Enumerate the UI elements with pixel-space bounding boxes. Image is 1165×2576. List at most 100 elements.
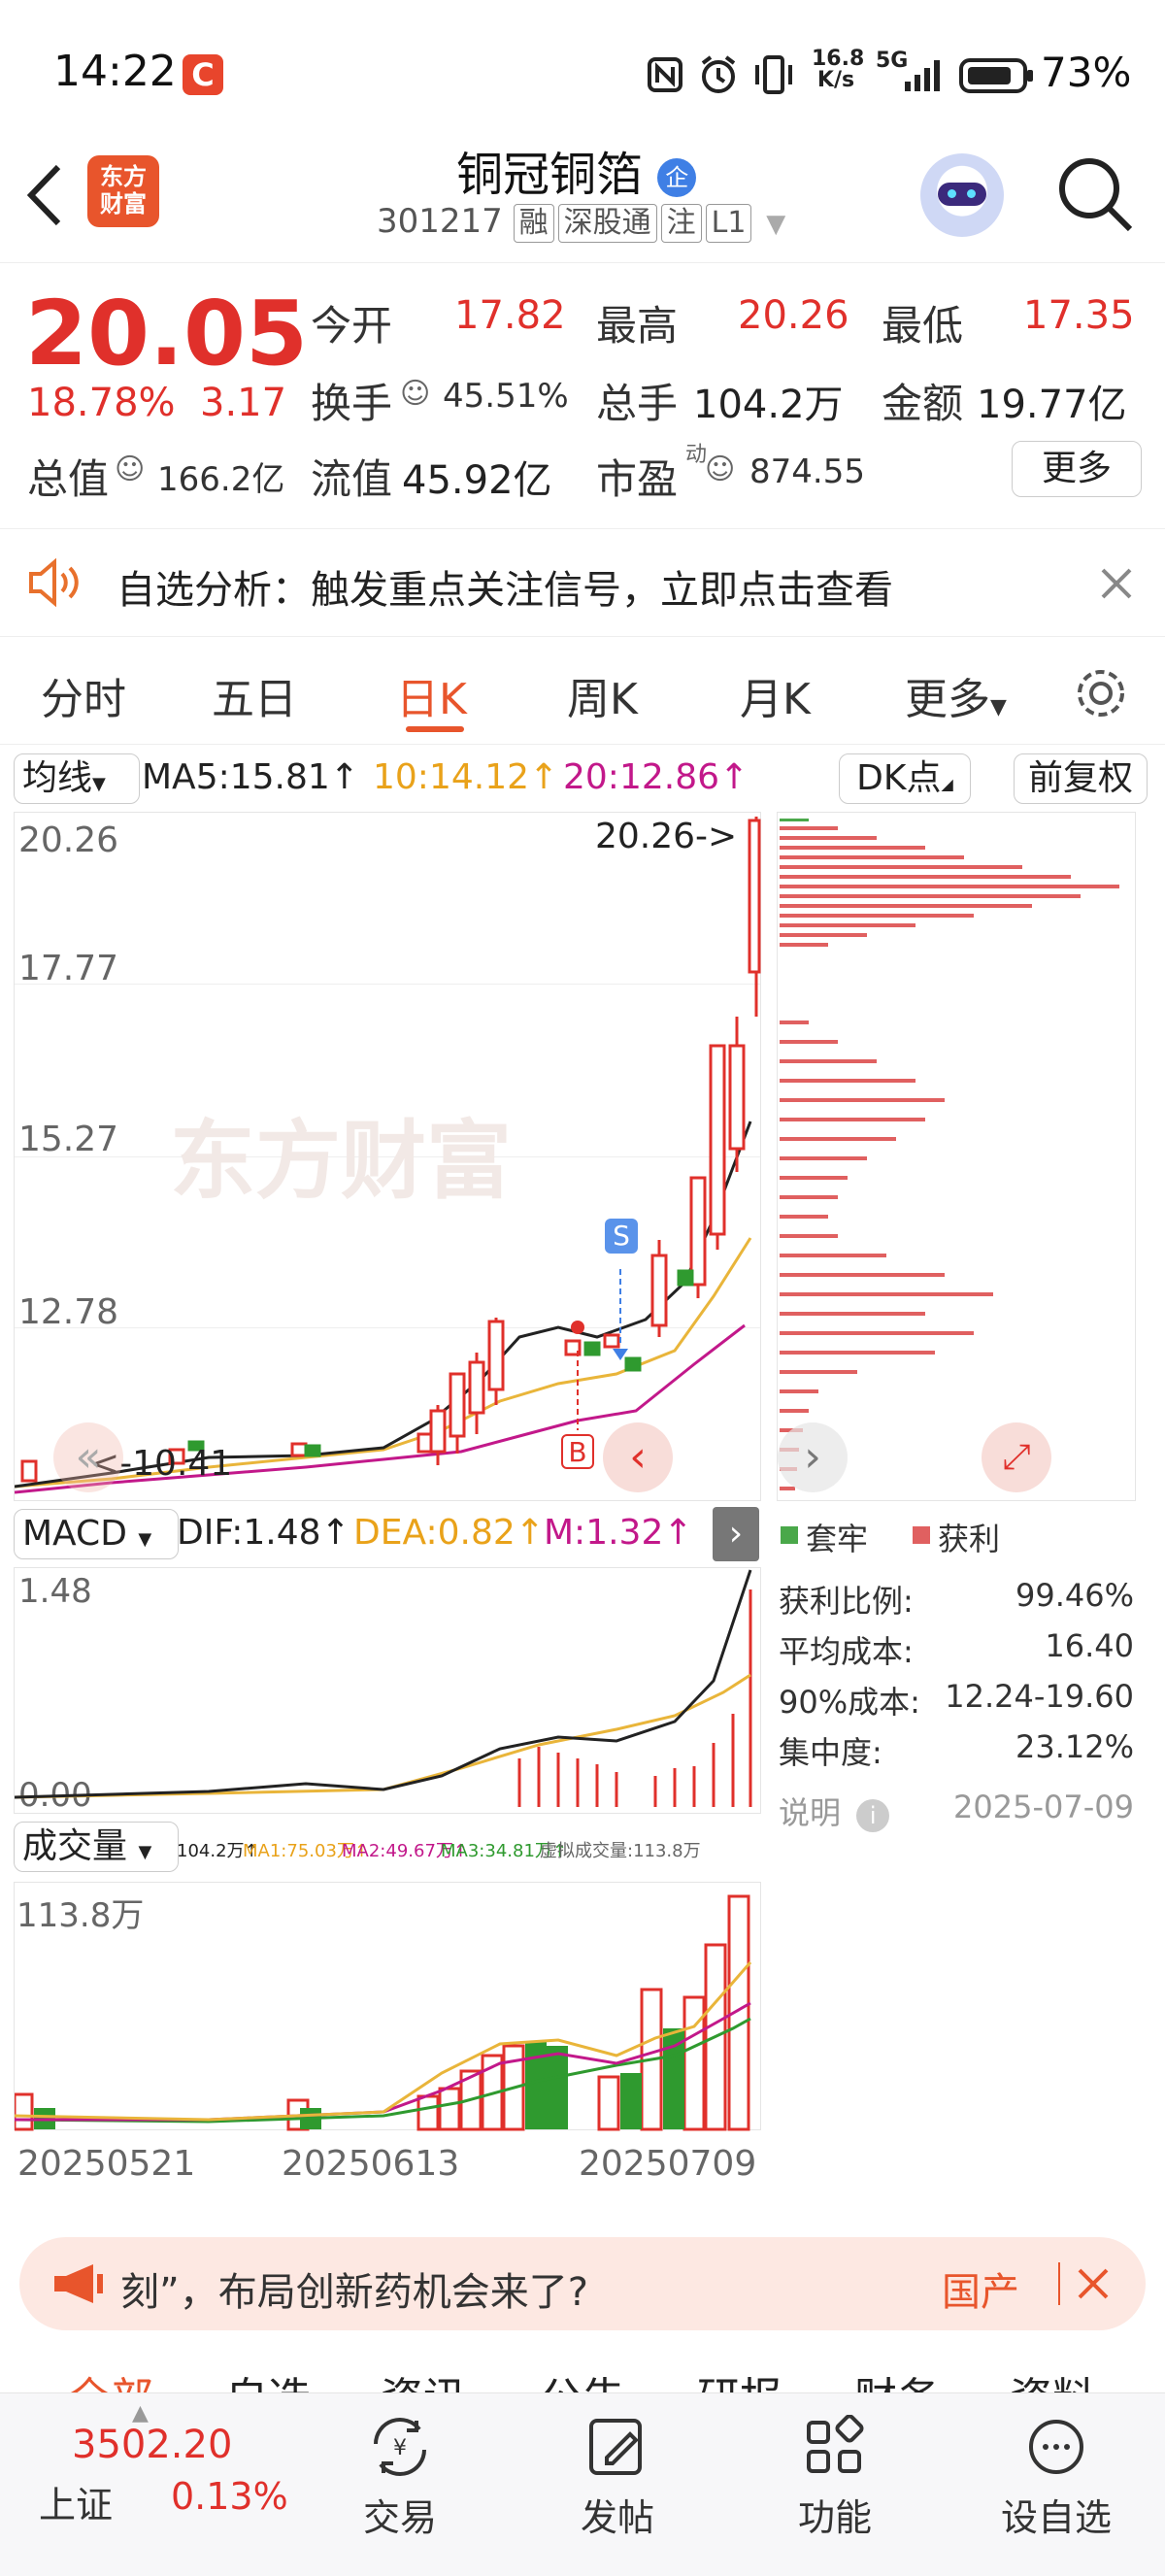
- app-logo[interactable]: 东方 财富: [87, 155, 159, 227]
- indicator-next-button[interactable]: ›: [713, 1507, 759, 1561]
- stock-header: 东方 财富 铜冠铜箔 企 301217 融深股通注 L1 ▼: [0, 136, 1165, 263]
- sell-signal-badge[interactable]: S: [605, 1219, 638, 1254]
- stat-label: 获利比例:: [779, 1583, 914, 1620]
- y-tick: 15.27: [18, 1120, 119, 1159]
- volume-select[interactable]: 成交量 ▼: [14, 1822, 179, 1872]
- nav-functions[interactable]: 功能: [777, 2414, 893, 2541]
- chip-bar: [780, 1312, 925, 1316]
- close-icon[interactable]: [1097, 564, 1136, 603]
- tab-profile[interactable]: 资料: [1010, 2363, 1095, 2392]
- scroll-left-button[interactable]: ‹: [603, 1422, 673, 1492]
- chip-bar: [780, 846, 925, 850]
- chip-bar: [780, 933, 867, 937]
- tab-more[interactable]: 更多▼: [905, 664, 1007, 726]
- chip-bar: [780, 826, 838, 830]
- last-price: 20.05: [25, 282, 309, 385]
- status-bar: 14:22 C 16.8 K/s 5G 73%: [0, 0, 1165, 136]
- legend-swatch-loss: [781, 1526, 798, 1544]
- corner-caret-icon: ◢: [941, 775, 953, 793]
- signal-notice[interactable]: 自选分析：触发重点关注信号，立即点击查看: [0, 528, 1165, 637]
- volume-chart[interactable]: 113.8万: [14, 1882, 761, 2131]
- ma10-value: 10:14.12↑: [373, 757, 559, 797]
- vol-ma3-line: [15, 2017, 751, 2124]
- tab-watchlist[interactable]: 自选: [225, 2363, 311, 2392]
- gear-icon[interactable]: [1074, 666, 1128, 720]
- candle: [468, 1360, 485, 1415]
- edit-icon: [589, 2419, 642, 2475]
- robot-avatar-icon[interactable]: [920, 153, 1004, 237]
- tab-weekly-k[interactable]: 周K: [567, 675, 638, 724]
- volume-bar-green: [547, 2046, 568, 2129]
- kline-svg: [15, 817, 761, 1494]
- volume-ma3: MA3:34.81万↑: [441, 1841, 567, 1861]
- info-circle-icon[interactable]: ☺: [400, 377, 431, 411]
- expand-icon[interactable]: ⤢: [982, 1422, 1051, 1492]
- pe-value: 874.55: [749, 452, 865, 491]
- indicator-select[interactable]: 均线▼: [14, 753, 140, 804]
- candle: [290, 1442, 308, 1457]
- high-marker-label: 20.26->: [595, 817, 738, 856]
- amount-value: 19.77亿: [977, 383, 1127, 427]
- tab-news[interactable]: 资讯: [381, 2363, 466, 2392]
- tab-five-day[interactable]: 五日: [212, 675, 297, 724]
- dif-value: DIF:1.48↑: [177, 1513, 350, 1553]
- chip-stat-row: 集中度: 23.12%: [779, 1728, 1134, 1773]
- chip-bar: [780, 1370, 857, 1374]
- back-arrow-icon[interactable]: [23, 161, 66, 229]
- banner-divider: [1058, 2262, 1060, 2305]
- index-name: 上证: [39, 2484, 114, 2526]
- open-label: 今开: [311, 302, 393, 350]
- close-icon[interactable]: [1074, 2264, 1113, 2303]
- search-icon[interactable]: [1054, 153, 1136, 235]
- turnover-label: 换手: [311, 380, 393, 427]
- info-circle-icon[interactable]: ☺: [115, 452, 146, 486]
- candle: [624, 1356, 642, 1372]
- chip-next-button[interactable]: ›: [778, 1422, 848, 1492]
- stock-name: 铜冠铜箔 企: [456, 136, 697, 204]
- float-cap-label: 流值: [311, 455, 393, 503]
- chip-distribution[interactable]: › ⤢: [777, 812, 1136, 1501]
- active-tab-underline: [406, 726, 464, 732]
- macd-chart[interactable]: 1.48 0.00: [14, 1567, 761, 1815]
- promo-banner[interactable]: 刻”，布局创新药机会来了? 国产: [19, 2237, 1146, 2330]
- gridline: [15, 1327, 760, 1328]
- sell-marker-arrow: [613, 1349, 628, 1360]
- kline-chart[interactable]: 东方财富: [14, 812, 761, 1501]
- scroll-left-fast-button[interactable]: «: [53, 1422, 123, 1492]
- index-value: 3502.20: [72, 2423, 233, 2467]
- network-type: 5G: [876, 49, 909, 73]
- tab-announcement[interactable]: 公告: [540, 2363, 625, 2392]
- candle: [487, 1320, 505, 1391]
- more-dots-icon: [1029, 2420, 1083, 2474]
- index-ticker[interactable]: ▲ 3502.20 上证 0.13%: [39, 2401, 311, 2539]
- chip-bar-loss: [780, 819, 809, 821]
- expand-caret-icon[interactable]: ▼: [766, 210, 786, 239]
- market-cap-value: 166.2亿: [157, 460, 285, 499]
- nav-post[interactable]: 发帖: [559, 2415, 676, 2541]
- volume-bar-green: [620, 2073, 642, 2129]
- dk-point-button[interactable]: DK点◢: [839, 753, 971, 804]
- more-button[interactable]: 更多: [1012, 441, 1142, 497]
- chip-bar: [780, 943, 828, 947]
- tab-intraday[interactable]: 分时: [41, 675, 126, 724]
- nav-trade[interactable]: ¥ 交易: [342, 2415, 458, 2541]
- nav-add-watchlist[interactable]: 设自选: [988, 2415, 1124, 2541]
- tab-finance[interactable]: 财务: [854, 2363, 940, 2392]
- buy-signal-badge[interactable]: B: [561, 1434, 594, 1469]
- macd-select[interactable]: MACD ▼: [14, 1509, 179, 1559]
- tab-daily-k[interactable]: 日K: [396, 675, 467, 724]
- candle: [650, 1254, 668, 1327]
- tab-research[interactable]: 研报: [697, 2363, 782, 2392]
- tab-monthly-k[interactable]: 月K: [740, 675, 811, 724]
- dea-value: DEA:0.82↑: [353, 1513, 545, 1553]
- chip-bar: [780, 1098, 945, 1102]
- nav-add-watchlist-label: 设自选: [1000, 2496, 1112, 2539]
- candle: [20, 1459, 38, 1483]
- tab-all[interactable]: 全部: [68, 2363, 153, 2392]
- info-circle-icon[interactable]: ☺: [705, 452, 736, 486]
- candle: [168, 1448, 185, 1465]
- chip-legend: 套牢 获利: [779, 1513, 1138, 1561]
- adjust-button[interactable]: 前复权: [1014, 753, 1148, 804]
- chip-stat-row: 90%成本: 12.24-19.60: [779, 1678, 1134, 1723]
- chip-note-row[interactable]: 说明 i 2025-07-09: [779, 1789, 1134, 1833]
